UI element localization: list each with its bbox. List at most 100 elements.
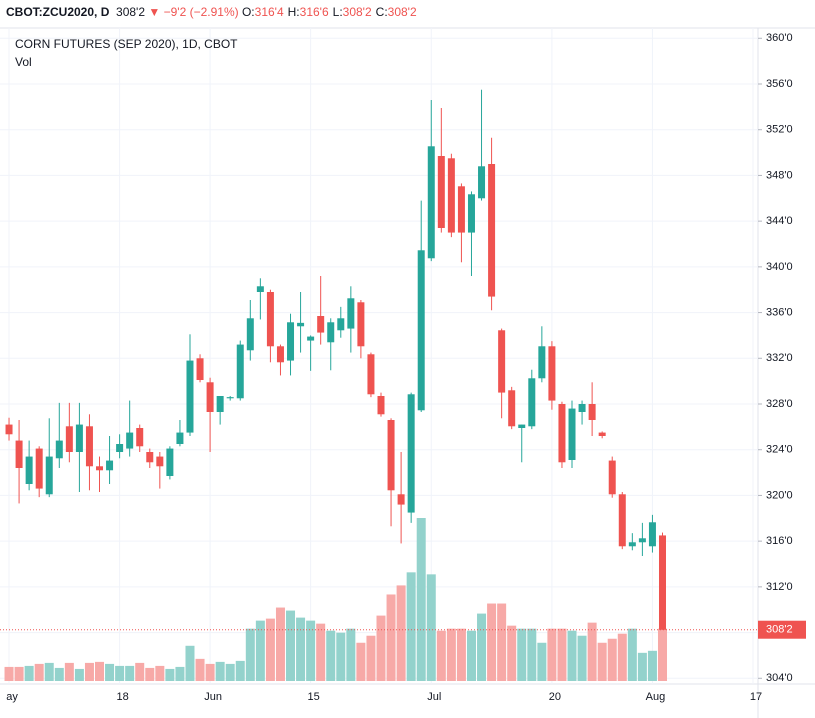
candle-body <box>327 322 335 343</box>
y-tick-label: 316'0 <box>766 535 793 547</box>
candle-body <box>447 158 455 233</box>
candle-body <box>608 460 616 495</box>
candle-body <box>176 432 184 444</box>
x-tick-label: Aug <box>646 691 666 703</box>
volume-bar <box>547 628 557 681</box>
volume-bar <box>64 662 74 681</box>
candle-body <box>437 156 445 228</box>
volume-bar <box>165 668 175 681</box>
volume-bar <box>135 662 145 681</box>
symbol: CBOT:ZCU2020, D <box>6 5 110 19</box>
volume-bar <box>507 625 517 681</box>
candle-body <box>417 250 425 411</box>
y-tick-label: 328'0 <box>766 398 793 410</box>
candle-body <box>598 432 606 436</box>
candle-body <box>377 396 385 415</box>
candle-body <box>276 346 284 363</box>
volume-bar <box>145 667 155 681</box>
volume-bar <box>95 661 105 681</box>
x-tick-label: 20 <box>549 691 561 703</box>
candle-body <box>367 354 375 395</box>
x-tick-label: Jul <box>427 691 441 703</box>
volume-bar <box>597 642 607 681</box>
candle-body <box>85 426 93 467</box>
volume-bar <box>175 666 185 681</box>
volume-bar <box>215 661 225 681</box>
y-tick-label: 320'0 <box>766 489 793 501</box>
candle-body <box>196 358 204 380</box>
candle-body <box>236 344 244 399</box>
volume-bar <box>396 585 406 681</box>
volume-bar <box>14 666 24 681</box>
ohlc-key: C: <box>375 5 388 19</box>
y-tick-label: 340'0 <box>766 261 793 273</box>
volume-bar <box>296 617 306 681</box>
volume-bar <box>54 667 64 681</box>
candle-body <box>648 522 656 547</box>
volume-bar <box>245 628 255 681</box>
volume-bar <box>416 518 426 681</box>
candle-body <box>578 404 586 412</box>
candle-body <box>136 428 144 447</box>
volume-bar <box>537 642 547 681</box>
ohlc: O:316'4 H:316'6 L:308'2 C:308'2 <box>242 5 421 19</box>
candle-body <box>548 346 556 401</box>
candle-body <box>538 346 546 379</box>
volume-bar <box>446 628 456 681</box>
volume-bar <box>386 594 396 681</box>
candle-body <box>518 424 526 428</box>
volume-bar <box>185 645 195 681</box>
x-tick-label: Jun <box>204 691 222 703</box>
volume-bar <box>205 663 215 681</box>
candle-body <box>216 396 224 412</box>
last-price-box <box>758 620 806 639</box>
volume-bar <box>567 630 577 681</box>
volume-bar <box>577 635 587 681</box>
last-price-label: 308'2 <box>766 624 793 636</box>
candle-body <box>287 322 295 361</box>
volume-bar <box>466 630 476 681</box>
volume-bar <box>436 630 446 681</box>
volume-bar <box>265 618 275 681</box>
candle-body <box>45 456 53 495</box>
candle-body <box>297 322 305 327</box>
volume-bar <box>426 574 436 681</box>
y-tick-label: 332'0 <box>766 352 793 364</box>
candle-body <box>75 424 83 452</box>
change: −9'2 (−2.91%) <box>163 5 239 19</box>
x-tick-label: 18 <box>116 691 128 703</box>
y-tick-label: 352'0 <box>766 124 793 136</box>
volume-bar <box>24 665 34 681</box>
legend-title: CORN FUTURES (SEP 2020), 1D, CBOT <box>15 37 238 51</box>
y-tick-label: 312'0 <box>766 581 793 593</box>
candle-body <box>467 194 475 233</box>
volume-bar <box>376 615 386 681</box>
candle-body <box>427 146 435 259</box>
volume-bar <box>155 665 165 681</box>
candle-body <box>226 397 234 399</box>
candle-body <box>317 316 325 333</box>
candle-body <box>658 535 666 630</box>
y-tick-label: 360'0 <box>766 32 793 44</box>
header: CBOT:ZCU2020, D 308'2 ▼ −9'2 (−2.91%) O:… <box>6 5 421 19</box>
volume-bar <box>255 620 265 681</box>
volume-bar <box>235 660 245 681</box>
volume-bar <box>44 662 54 681</box>
candle-body <box>106 460 114 471</box>
volume-bar <box>477 613 487 681</box>
candle-body <box>508 390 516 427</box>
volume-bar <box>527 628 537 681</box>
volume-bar <box>617 633 627 681</box>
grid <box>0 28 758 684</box>
volume-bar <box>637 652 647 681</box>
legend-volume: Vol <box>15 55 32 69</box>
candle-body <box>568 408 576 460</box>
candle-body <box>25 456 33 484</box>
arrow: ▼ <box>148 5 161 19</box>
volume-bar <box>306 620 316 681</box>
candle-body <box>206 382 214 412</box>
candle-body <box>307 336 315 341</box>
volume-bar <box>84 662 94 681</box>
x-tick-label: 15 <box>308 691 320 703</box>
